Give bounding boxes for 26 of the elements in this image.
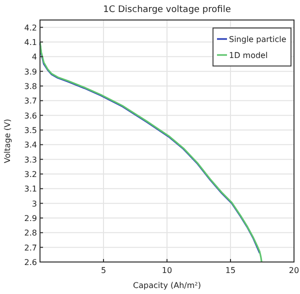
legend-label: 1D model xyxy=(229,51,268,60)
y-tick-label: 3 xyxy=(32,199,37,208)
y-tick-label: 3.5 xyxy=(24,126,37,135)
y-tick-label: 3.4 xyxy=(24,140,37,150)
x-tick-label: 5 xyxy=(100,266,106,275)
x-tick-label: 20 xyxy=(288,266,300,275)
y-tick-label: 4.2 xyxy=(24,23,37,32)
y-axis-title: Voltage (V) xyxy=(3,118,12,164)
y-tick-label: 3.3 xyxy=(24,155,37,164)
x-tick-label: 15 xyxy=(225,266,236,275)
y-tick-label: 3.6 xyxy=(24,111,37,120)
y-tick-label: 3.2 xyxy=(24,170,37,179)
y-tick-label: 4.1 xyxy=(24,38,37,47)
y-tick-label: 3.7 xyxy=(24,96,37,106)
y-tick-label: 3.8 xyxy=(24,82,37,91)
y-tick-label: 2.7 xyxy=(24,243,37,252)
chart-title: 1C Discharge voltage profile xyxy=(103,5,232,15)
y-tick-label: 3.9 xyxy=(24,67,37,76)
y-tick-label: 4 xyxy=(32,52,37,62)
y-tick-label: 2.8 xyxy=(24,228,37,238)
legend-label: Single particle xyxy=(229,35,286,44)
y-tick-label: 2.9 xyxy=(24,214,37,223)
y-tick-label: 2.6 xyxy=(24,258,37,267)
x-tick-label: 10 xyxy=(162,266,172,275)
y-tick-label: 3.1 xyxy=(24,184,37,194)
x-axis-title: Capacity (Ah/m²) xyxy=(133,281,201,290)
